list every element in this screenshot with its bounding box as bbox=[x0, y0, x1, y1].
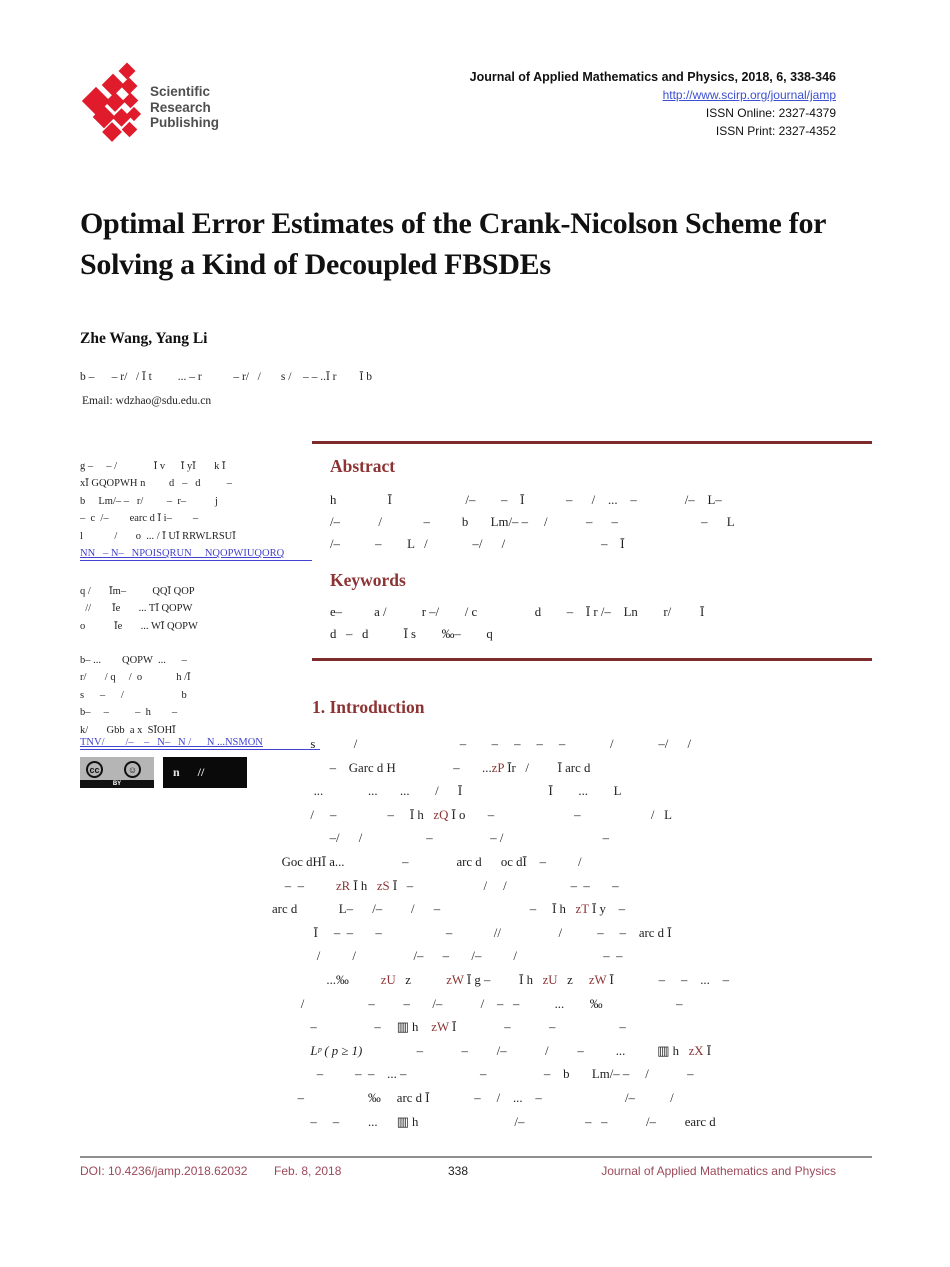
introduction-heading: 1. Introduction bbox=[312, 697, 425, 717]
copyright-text-line: r/ / q / o h /Ī bbox=[80, 672, 191, 684]
introduction-text-line: ...‰ zU z zW Ī g – Ī h zU z zW Ī – – ...… bbox=[272, 972, 729, 987]
introduction-text-line: / / /– – /– / – – bbox=[272, 949, 623, 964]
cc-by-label: BY bbox=[80, 780, 154, 788]
cc-by-badge[interactable]: cc ☺ BY bbox=[80, 757, 154, 788]
introduction-text-line: – ‰ arc d Ī – / ... – /– / bbox=[272, 1090, 674, 1105]
cite-doi-link[interactable]: NN – N– NPOISQRUN NQOPWIUQORQ bbox=[80, 548, 312, 561]
logo-word: Scientific bbox=[150, 84, 211, 99]
introduction-text-line: – – – ... – – – b Lm/– – / – bbox=[272, 1067, 694, 1082]
introduction-text-line: – – zR Ī h zS Ī – / / – – – bbox=[272, 878, 619, 893]
footer: DOI: 10.4236/jamp.2018.62032 Feb. 8, 201… bbox=[80, 1164, 836, 1184]
section-rule-mid bbox=[312, 658, 872, 661]
introduction-text-line: – Garc d H – ...zP Īr / Ī arc d bbox=[272, 760, 591, 775]
issn-print: ISSN Print: 2327-4352 bbox=[715, 124, 836, 138]
introduction-text-line: Ī – – – – // / – – arc d Ī bbox=[272, 925, 672, 940]
received-accepted-published-block: q / Īm– QQĪ QOP // Īe ... TĪ QOPW o Īe ..… bbox=[80, 583, 312, 635]
date-text-line: o Īe ... WĪ QOPW bbox=[80, 620, 198, 632]
keywords-text-line: e– a / r –/ / c d – Ī r /– Ln r/ Ī bbox=[330, 605, 705, 619]
open-access-badge: n // bbox=[163, 757, 247, 788]
keywords-body: e– a / r –/ / c d – Ī r /– Ln r/ Ī d – d … bbox=[330, 601, 878, 645]
how-to-cite-block: g – – / Ī v Ī yĪ k Ī xĪ GQOPWH n d – d – b… bbox=[80, 458, 312, 545]
introduction-text-line: – – ▥ h zW Ī – – – bbox=[272, 1020, 626, 1035]
introduction-text-line: Lᵖ ( p ≥ 1) – – /– / – ... ▥ h zX Ī bbox=[310, 1043, 711, 1058]
footer-doi[interactable]: DOI: 10.4236/jamp.2018.62032 bbox=[80, 1164, 248, 1178]
keywords-text-line: d – d Ī s ‰– q bbox=[330, 627, 493, 642]
abstract-text-line: /– – L / –/ / – Ī bbox=[330, 537, 625, 552]
introduction-text-line: – – ... ▥ h /– – – /– earc d bbox=[272, 1114, 716, 1129]
introduction-text-line: Goc dHĪ a... – arc d oc dĪ – / bbox=[272, 854, 582, 869]
person-icon: ☺ bbox=[124, 761, 141, 778]
copyright-text-line: b– ... QOPW ... – bbox=[80, 655, 187, 666]
logo-diamond bbox=[122, 92, 139, 109]
journal-url-link[interactable]: http://www.scirp.org/journal/jamp bbox=[662, 88, 836, 102]
introduction-text-line: s / – – – – – / –/ / bbox=[272, 737, 692, 751]
cite-text-line: l / o ... / Ī UĪ RRWLRSUĪ bbox=[80, 530, 236, 542]
introduction-text-line: arc d L– /– / – – Ī h zT Ī y – bbox=[272, 902, 626, 917]
cite-text-line: – c /– earc d Ī i– – bbox=[80, 513, 199, 525]
cc-icon: cc bbox=[86, 761, 103, 778]
email-line: Email: wdzhao@sdu.edu.cn bbox=[82, 395, 212, 407]
paper-title: Optimal Error Estimates of the Crank-Nic… bbox=[80, 207, 826, 281]
footer-journal-name: Journal of Applied Mathematics and Physi… bbox=[601, 1164, 836, 1178]
introduction-text-line: / – – Ī h zQ Ī o – – / L bbox=[272, 807, 672, 822]
introduction-text-line: / – – /– / – – ... ‰ – bbox=[272, 996, 683, 1011]
footer-rule bbox=[80, 1156, 872, 1158]
logo-diamond bbox=[120, 77, 138, 95]
cite-text-line: b Lm/– – r/ – r– j bbox=[80, 495, 218, 507]
date-text-line: q / Īm– QQĪ QOP bbox=[80, 586, 195, 597]
introduction-body: s / – – – – – / –/ / – Garc d H – ...zP … bbox=[272, 733, 876, 1134]
introduction-text-line: –/ / – – / – bbox=[272, 831, 609, 846]
copyright-block: b– ... QOPW ... – r/ / q / o h /Ī s – / b b… bbox=[80, 652, 312, 739]
copyright-text-line: s – / b bbox=[80, 689, 187, 701]
abstract-body: h Ī /– – Ī – / ... – /– L– /– / – b Lm/– … bbox=[330, 489, 878, 556]
abstract-text-line: /– / – b Lm/– – / – – – L bbox=[330, 515, 735, 530]
journal-citation-line: Journal of Applied Mathematics and Physi… bbox=[469, 70, 836, 84]
logo-diamond bbox=[118, 62, 136, 80]
footer-date: Feb. 8, 2018 bbox=[274, 1164, 342, 1178]
copyright-text-line: b– – – h – bbox=[80, 707, 178, 719]
affiliation-line: b – – r/ / Ī t ... – r – r/ / s / – – ..… bbox=[80, 371, 372, 383]
copyright-text-line: k/ Gbb a x SĪOHĪ bbox=[80, 724, 176, 736]
footer-page-number: 338 bbox=[447, 1164, 469, 1178]
section-rule-top bbox=[312, 441, 872, 444]
abstract-heading: Abstract bbox=[330, 456, 396, 476]
srp-logo-wordmark: Scientific Research Publishing bbox=[150, 84, 219, 131]
issn-online: ISSN Online: 2327-4379 bbox=[705, 106, 836, 120]
cite-text-line: g – – / Ī v Ī yĪ k Ī bbox=[80, 461, 226, 472]
journal-header-info: Journal of Applied Mathematics and Physi… bbox=[400, 68, 836, 140]
abstract-text-line: h Ī /– – Ī – / ... – /– L– bbox=[330, 493, 722, 507]
logo-word: Research bbox=[150, 99, 211, 115]
date-text-line: // Īe ... TĪ QOPW bbox=[80, 603, 193, 615]
license-url-link[interactable]: TNV/ /– – N– N / N ...NSMON bbox=[80, 737, 320, 750]
keywords-heading: Keywords bbox=[330, 570, 406, 590]
introduction-text-line: ... ... ... / Ī Ī ... L bbox=[272, 784, 622, 799]
authors-line: Zhe Wang, Yang Li bbox=[80, 330, 208, 347]
logo-word: Publishing bbox=[150, 115, 219, 130]
cite-text-line: xĪ GQOPWH n d – d – bbox=[80, 478, 232, 490]
